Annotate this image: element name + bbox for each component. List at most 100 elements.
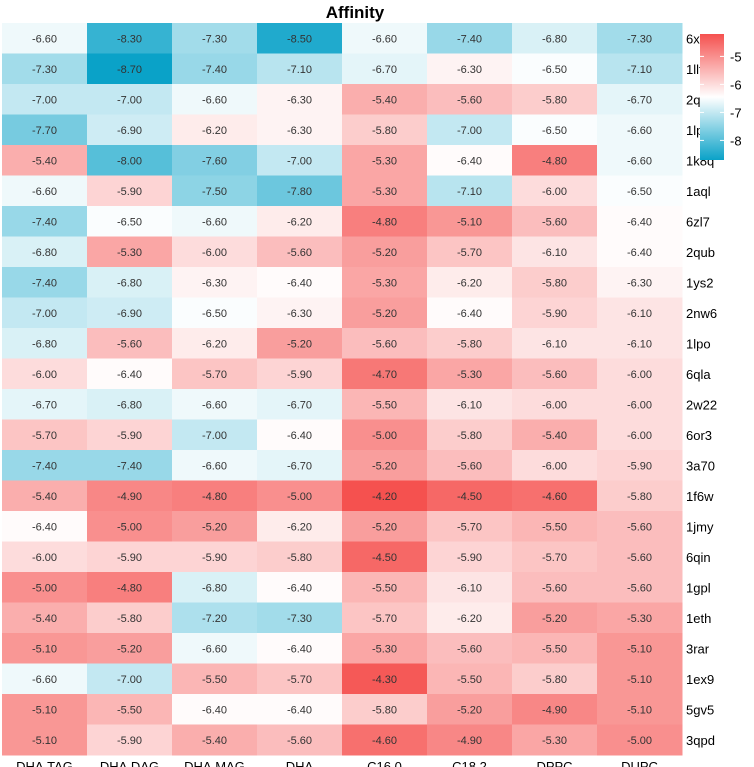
cell-value-label: -8.70 [117, 64, 142, 76]
cell-value-label: -7.40 [32, 277, 57, 289]
cell-value-label: -6.60 [32, 674, 57, 686]
row-labels: 6xok1llf2qua1lpp1k8q1aql6zl72qub1ys22nw6… [686, 31, 717, 748]
cell-value-label: -7.10 [457, 186, 482, 198]
heatmap-cell [597, 206, 683, 237]
heatmap-cell [87, 389, 173, 420]
cell-value-label: -4.60 [372, 735, 397, 747]
cell-value-label: -5.60 [372, 338, 397, 350]
cell-value-label: -6.70 [287, 460, 312, 472]
heatmap-cell [172, 633, 258, 664]
heatmap-cell [2, 633, 88, 664]
cell-value-label: -5.60 [117, 338, 142, 350]
heatmap-cell [597, 450, 683, 481]
row-label: 1aql [686, 184, 711, 199]
cell-value-label: -5.50 [372, 582, 397, 594]
heatmap-cell [597, 541, 683, 573]
heatmap-cell [597, 328, 683, 359]
cell-value-label: -5.50 [372, 399, 397, 411]
cell-value-label: -5.80 [542, 277, 567, 289]
heatmap-cell [87, 419, 173, 451]
heatmap-cell [427, 84, 513, 115]
cell-value-label: -6.10 [457, 399, 482, 411]
cell-value-label: -4.70 [372, 369, 397, 381]
heatmap-cell [87, 602, 173, 634]
heatmap-cell [172, 602, 258, 634]
cell-value-label: -5.50 [542, 643, 567, 655]
heatmap-cell [512, 663, 598, 695]
heatmap-cell [87, 328, 173, 359]
cell-value-label: -5.60 [457, 94, 482, 106]
cell-value-label: -5.30 [372, 186, 397, 198]
heatmap-cell [512, 541, 598, 573]
cell-value-label: -6.60 [372, 33, 397, 45]
heatmap-cell [2, 84, 88, 115]
row-label: 1eth [686, 611, 711, 626]
cell-value-label: -6.30 [457, 64, 482, 76]
heatmap-cell [512, 633, 598, 664]
heatmap-cell [427, 480, 513, 512]
heatmap-cell [2, 541, 88, 573]
cell-value-label: -6.00 [32, 369, 57, 381]
cell-value-label: -7.00 [202, 430, 227, 442]
heatmap-cell [257, 724, 343, 756]
heatmap-cell [512, 84, 598, 115]
heatmap-cell [257, 450, 343, 481]
heatmap-cell [427, 297, 513, 329]
heatmap-cell [342, 419, 428, 451]
cell-value-label: -5.60 [627, 521, 652, 533]
cell-value-label: -5.70 [542, 552, 567, 564]
row-label: 3rar [686, 641, 710, 656]
cell-value-label: -6.40 [117, 369, 142, 381]
heatmap-cell [87, 114, 173, 146]
heatmap-cell [427, 511, 513, 542]
cell-value-label: -6.60 [202, 94, 227, 106]
cell-value-label: -4.50 [457, 491, 482, 503]
cell-value-label: -6.60 [202, 460, 227, 472]
cell-value-label: -5.40 [202, 735, 227, 747]
heatmap-cell [512, 358, 598, 390]
column-label: DHA.DAG [100, 759, 159, 767]
heatmap-cell [2, 694, 88, 725]
row-label: 6qin [686, 550, 711, 565]
heatmap-cell [172, 84, 258, 115]
heatmap-cell [2, 297, 88, 329]
cell-value-label: -6.50 [542, 64, 567, 76]
cell-value-label: -6.80 [32, 247, 57, 259]
heatmap-cell [427, 389, 513, 420]
cell-value-label: -5.50 [202, 674, 227, 686]
cell-value-label: -5.30 [542, 735, 567, 747]
color-legend: -5 -6 -7 -8 [700, 34, 742, 160]
heatmap-cell [172, 206, 258, 237]
heatmap-cell [87, 297, 173, 329]
heatmap-cell [172, 328, 258, 359]
heatmap-cell [342, 297, 428, 329]
heatmap-cell [172, 236, 258, 268]
heatmap-cell [172, 419, 258, 451]
heatmap-cell [2, 572, 88, 603]
cell-value-label: -6.80 [202, 582, 227, 594]
heatmap-cell [2, 206, 88, 237]
cell-value-label: -6.30 [627, 277, 652, 289]
cell-value-label: -6.00 [627, 369, 652, 381]
cell-value-label: -5.80 [372, 125, 397, 137]
cell-value-label: -6.10 [542, 338, 567, 350]
cell-value-label: -5.50 [542, 521, 567, 533]
cell-value-label: -5.70 [372, 613, 397, 625]
cell-value-label: -6.30 [287, 94, 312, 106]
cell-value-label: -5.10 [32, 735, 57, 747]
cell-value-label: -4.90 [117, 491, 142, 503]
row-label: 5gv5 [686, 702, 714, 717]
cell-value-label: -5.20 [372, 521, 397, 533]
cell-value-label: -6.30 [287, 308, 312, 320]
cell-value-label: -4.30 [372, 674, 397, 686]
cell-value-label: -6.60 [202, 399, 227, 411]
cell-value-label: -7.40 [457, 33, 482, 45]
heatmap-cell [87, 236, 173, 268]
heatmap-cell [87, 541, 173, 573]
heatmap-cell [2, 175, 88, 207]
cell-value-label: -5.60 [457, 460, 482, 472]
row-label: 2w22 [686, 397, 717, 412]
cell-value-label: -6.40 [32, 521, 57, 533]
cell-value-label: -5.30 [627, 613, 652, 625]
heatmap-cell [87, 84, 173, 115]
